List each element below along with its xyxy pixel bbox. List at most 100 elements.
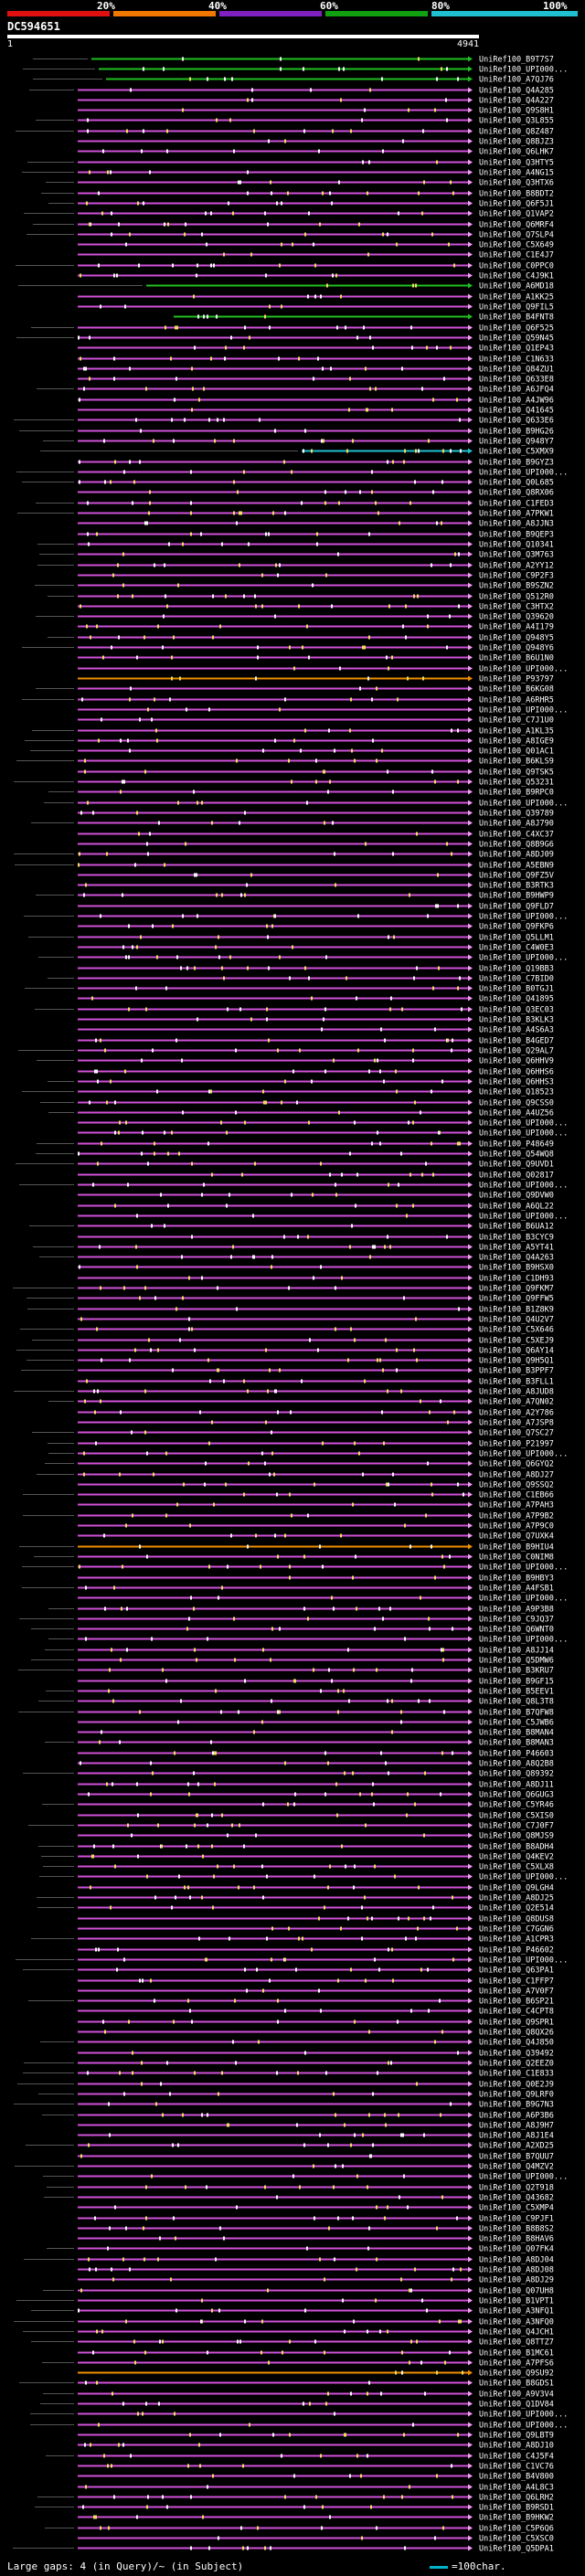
- hit-label[interactable]: UniRef100_B0TGJ1: [479, 985, 554, 994]
- hit-label[interactable]: UniRef100_B9HBY3: [479, 1574, 554, 1584]
- hit-label[interactable]: UniRef100_A8IGE9: [479, 737, 554, 747]
- hit-label[interactable]: UniRef100_A6QL22: [479, 1203, 554, 1212]
- hit-label[interactable]: UniRef100_A8JJN3: [479, 520, 554, 529]
- hit-label[interactable]: UniRef100_P21997: [479, 1440, 554, 1449]
- hit-label[interactable]: UniRef100_Q54WQ8: [479, 1150, 554, 1160]
- hit-label[interactable]: UniRef100_Q6HHV9: [479, 1057, 554, 1066]
- hit-label[interactable]: UniRef100_A7V0F7: [479, 1988, 554, 1997]
- hit-label[interactable]: UniRef100_Q84ZU1: [479, 366, 554, 375]
- hit-label[interactable]: UniRef100_UPI000...: [479, 469, 568, 478]
- hit-label[interactable]: UniRef100_Q39620: [479, 613, 554, 622]
- hit-label[interactable]: UniRef100_A7JSP8: [479, 1419, 554, 1428]
- hit-label[interactable]: UniRef100_A8DJ27: [479, 1471, 554, 1480]
- hit-label[interactable]: UniRef100_B9SZN2: [479, 582, 554, 591]
- hit-label[interactable]: UniRef100_Q07UH8: [479, 2287, 554, 2296]
- hit-label[interactable]: UniRef100_Q1DV84: [479, 2401, 554, 2410]
- hit-label[interactable]: UniRef100_Q2T918: [479, 2184, 554, 2193]
- hit-label[interactable]: UniRef100_C1FFP7: [479, 1977, 554, 1987]
- hit-label[interactable]: UniRef100_Q3HTX6: [479, 179, 554, 188]
- hit-label[interactable]: UniRef100_Q8TTZ7: [479, 2338, 554, 2348]
- hit-label[interactable]: UniRef100_Q4J850: [479, 2039, 554, 2048]
- hit-label[interactable]: UniRef100_A3NFQ1: [479, 2307, 554, 2316]
- hit-label[interactable]: UniRef100_A3NFQ0: [479, 2318, 554, 2327]
- hit-label[interactable]: UniRef100_Q4A285: [479, 87, 554, 96]
- hit-label[interactable]: UniRef100_Q512R0: [479, 593, 554, 602]
- hit-label[interactable]: UniRef100_Q8L3T8: [479, 1698, 554, 1707]
- hit-label[interactable]: UniRef100_Q9FKP6: [479, 923, 554, 932]
- hit-label[interactable]: UniRef100_UPI000...: [479, 1182, 568, 1191]
- hit-label[interactable]: UniRef100_Q948Y5: [479, 634, 554, 643]
- hit-label[interactable]: UniRef100_Q8B9G6: [479, 841, 554, 850]
- hit-label[interactable]: UniRef100_B8MAN4: [479, 1729, 554, 1738]
- hit-label[interactable]: UniRef100_Q3EC03: [479, 1006, 554, 1015]
- hit-label[interactable]: UniRef100_C5X649: [479, 241, 554, 250]
- hit-label[interactable]: UniRef100_B8HAV6: [479, 2235, 554, 2244]
- hit-label[interactable]: UniRef100_C3HTX2: [479, 603, 554, 612]
- hit-label[interactable]: UniRef100_A7P9B2: [479, 1512, 554, 1521]
- hit-label[interactable]: UniRef100_C5XLX8: [479, 1863, 554, 1872]
- hit-label[interactable]: UniRef100_Q0E2J9: [479, 2081, 554, 2090]
- hit-label[interactable]: UniRef100_Q4JCH1: [479, 2328, 554, 2337]
- hit-label[interactable]: UniRef100_UPI000...: [479, 1564, 568, 1573]
- hit-label[interactable]: UniRef100_A2Y786: [479, 1409, 554, 1418]
- hit-label[interactable]: UniRef100_UPI000...: [479, 706, 568, 716]
- hit-label[interactable]: UniRef100_C5P6Q6: [479, 2525, 554, 2534]
- hit-label[interactable]: UniRef100_Q6GYQ2: [479, 1460, 554, 1469]
- hit-label[interactable]: UniRef100_C5XEJ9: [479, 1337, 554, 1346]
- hit-label[interactable]: UniRef100_Q43682: [479, 2194, 554, 2203]
- hit-label[interactable]: UniRef100_P93797: [479, 675, 554, 684]
- hit-label[interactable]: UniRef100_Q63PA1: [479, 1966, 554, 1976]
- hit-label[interactable]: UniRef100_A1CPR3: [479, 1935, 554, 1945]
- hit-label[interactable]: UniRef100_A1KK25: [479, 293, 554, 302]
- hit-label[interactable]: UniRef100_B9HG26: [479, 428, 554, 437]
- hit-label[interactable]: UniRef100_B8MAN3: [479, 1739, 554, 1748]
- hit-label[interactable]: UniRef100_B3FLL1: [479, 1378, 554, 1387]
- hit-label[interactable]: UniRef100_Q9FFW5: [479, 1295, 554, 1304]
- hit-label[interactable]: UniRef100_C4CPT8: [479, 2008, 554, 2017]
- hit-label[interactable]: UniRef100_C7J0F7: [479, 1822, 554, 1831]
- hit-label[interactable]: UniRef100_Q5LLM1: [479, 934, 554, 943]
- hit-label[interactable]: UniRef100_P46602: [479, 1946, 554, 1956]
- hit-label[interactable]: UniRef100_A8DJ09: [479, 851, 554, 860]
- hit-label[interactable]: UniRef100_Q6LRH2: [479, 2494, 554, 2503]
- hit-label[interactable]: UniRef100_B9T7S7: [479, 56, 554, 65]
- hit-label[interactable]: UniRef100_B8BDT2: [479, 190, 554, 199]
- hit-label[interactable]: UniRef100_C0PPC0: [479, 262, 554, 271]
- hit-label[interactable]: UniRef100_A4FSB1: [479, 1585, 554, 1594]
- hit-label[interactable]: UniRef100_A8DJ08: [479, 2266, 554, 2275]
- hit-label[interactable]: UniRef100_B9GYZ3: [479, 459, 554, 468]
- hit-label[interactable]: UniRef100_B9QEP3: [479, 531, 554, 540]
- hit-label[interactable]: UniRef100_B8B8S2: [479, 2225, 554, 2234]
- hit-label[interactable]: UniRef100_Q9FKM7: [479, 1285, 554, 1294]
- hit-label[interactable]: UniRef100_A9V3V4: [479, 2390, 554, 2400]
- hit-label[interactable]: UniRef100_A6MD18: [479, 282, 554, 292]
- hit-label[interactable]: UniRef100_Q02817: [479, 1171, 554, 1181]
- hit-label[interactable]: UniRef100_C5XMX9: [479, 448, 554, 457]
- hit-label[interactable]: UniRef100_Q9LRF0: [479, 2091, 554, 2100]
- hit-label[interactable]: UniRef100_B8ADH4: [479, 1843, 554, 1852]
- hit-label[interactable]: UniRef100_B6KLS9: [479, 758, 554, 767]
- hit-label[interactable]: UniRef100_A7PFS6: [479, 2359, 554, 2369]
- hit-label[interactable]: UniRef100_B9G7N3: [479, 2101, 554, 2110]
- hit-label[interactable]: UniRef100_Q4U2V7: [479, 1316, 554, 1325]
- hit-label[interactable]: UniRef100_A2XD25: [479, 2142, 554, 2151]
- hit-label[interactable]: UniRef100_Q53231: [479, 779, 554, 788]
- hit-label[interactable]: UniRef100_Q1VAP2: [479, 210, 554, 219]
- hit-label[interactable]: UniRef100_Q3M763: [479, 551, 554, 560]
- hit-label[interactable]: UniRef100_Q9S8H1: [479, 107, 554, 116]
- hit-label[interactable]: UniRef100_UPI000...: [479, 665, 568, 674]
- hit-label[interactable]: UniRef100_C5YR46: [479, 1801, 554, 1810]
- hit-label[interactable]: UniRef100_B9GF15: [479, 1678, 554, 1687]
- hit-label[interactable]: UniRef100_Q07FK4: [479, 2245, 554, 2254]
- hit-label[interactable]: UniRef100_A8DJ25: [479, 1894, 554, 1903]
- hit-label[interactable]: UniRef100_Q9SU92: [479, 2369, 554, 2379]
- hit-label[interactable]: UniRef100_C9PJF1: [479, 2215, 554, 2224]
- hit-label[interactable]: UniRef100_B9HIU4: [479, 1543, 554, 1553]
- hit-label[interactable]: UniRef100_B6U1N0: [479, 654, 554, 663]
- hit-label[interactable]: UniRef100_Q39492: [479, 2050, 554, 2059]
- hit-label[interactable]: UniRef100_A8J9H7: [479, 2122, 554, 2131]
- hit-label[interactable]: UniRef100_UPI000...: [479, 1595, 568, 1604]
- hit-label[interactable]: UniRef100_Q41645: [479, 407, 554, 416]
- hit-label[interactable]: UniRef100_C4J9K1: [479, 272, 554, 281]
- hit-label[interactable]: UniRef100_Q8QX26: [479, 2029, 554, 2038]
